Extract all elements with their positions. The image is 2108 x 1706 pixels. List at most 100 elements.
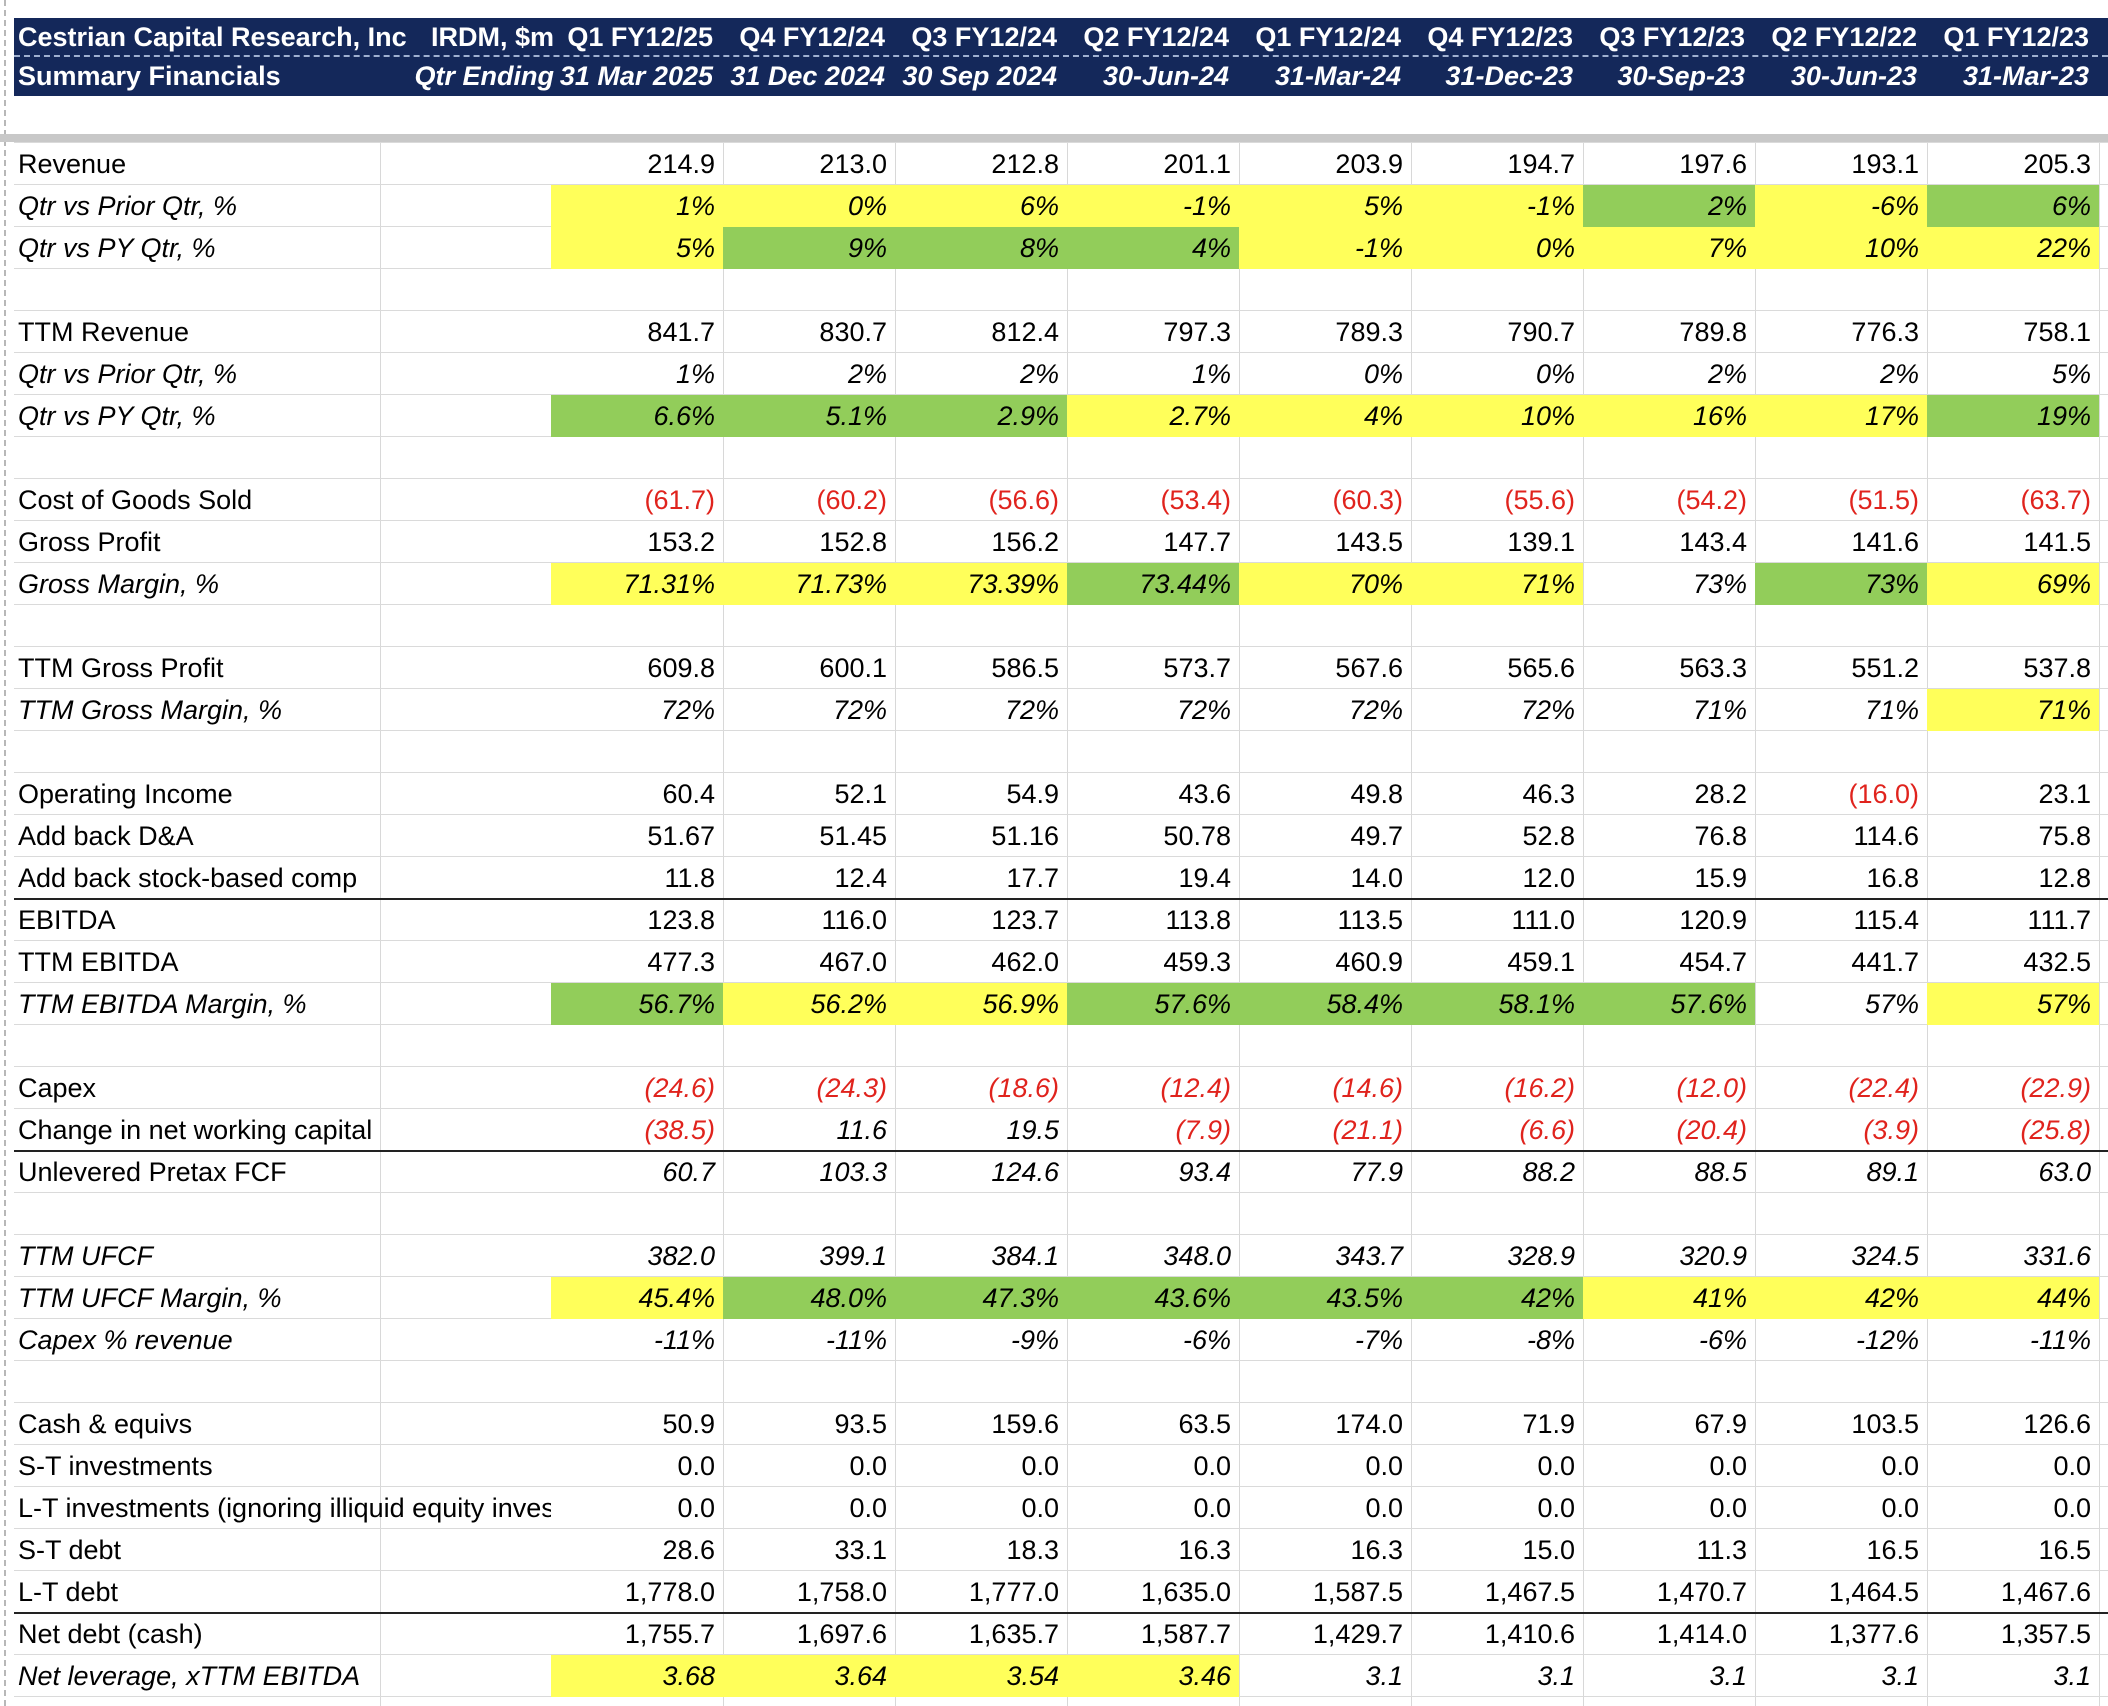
grid-row-line — [14, 1444, 2108, 1445]
value-cell: 1,470.7 — [1656, 1577, 1747, 1607]
value-cell: (61.7) — [644, 485, 715, 515]
value-cell: 0% — [723, 185, 895, 227]
grid-row-line — [14, 1528, 2108, 1529]
value-cell: 56.7% — [551, 983, 723, 1025]
grid-row-line — [14, 142, 2108, 143]
grid-row-line — [14, 478, 2108, 479]
value-cell: 156.2 — [991, 527, 1059, 557]
value-cell: 5% — [1239, 185, 1411, 227]
value-cell: 72% — [1520, 695, 1575, 725]
value-cell: 776.3 — [1851, 317, 1919, 347]
value-cell: 57.6% — [1583, 983, 1755, 1025]
value-cell: 5% — [2051, 359, 2091, 389]
value-cell: 5.1% — [723, 395, 895, 437]
value-cell: 28.2 — [1694, 779, 1747, 809]
value-cell: 214.9 — [647, 149, 715, 179]
value-cell: 51.45 — [819, 821, 887, 851]
quarter-header: Q4 FY12/24 — [739, 22, 885, 52]
value-cell: 0.0 — [1021, 1451, 1059, 1481]
value-cell: 152.8 — [819, 527, 887, 557]
value-cell: 841.7 — [647, 317, 715, 347]
table-row: TTM EBITDA 477.3 467.0 462.0 459.3 460.9 459.1… — [0, 941, 2108, 983]
value-cell: 88.2 — [1522, 1157, 1575, 1187]
table-row: TTM EBITDA Margin, % 56.7% 56.2% 56.9% 57.6%… — [0, 983, 2108, 1025]
qtr-ending-label: Qtr Ending — [414, 61, 554, 91]
value-cell: (22.9) — [2020, 1073, 2091, 1103]
value-cell: 3.1 — [1537, 1661, 1575, 1691]
value-cell: 93.4 — [1178, 1157, 1231, 1187]
value-cell: 71.9 — [1522, 1409, 1575, 1439]
value-cell: 399.1 — [819, 1241, 887, 1271]
value-cell: 41% — [1583, 1277, 1755, 1319]
quarter-header: Q2 FY12/22 — [1771, 22, 1917, 52]
value-cell: 103.3 — [819, 1157, 887, 1187]
value-cell: 57% — [1927, 983, 2099, 1025]
value-cell: 2% — [847, 359, 887, 389]
value-cell: 18.3 — [1006, 1535, 1059, 1565]
quarter-header: Q2 FY12/24 — [1083, 22, 1229, 52]
value-cell: -7% — [1354, 1325, 1403, 1355]
date-header: 31-Mar-23 — [1962, 61, 2089, 91]
value-cell: 328.9 — [1507, 1241, 1575, 1271]
value-cell: 0.0 — [1537, 1493, 1575, 1523]
grid-row-line — [14, 730, 2108, 731]
value-cell: 7% — [1583, 227, 1755, 269]
grid-column-line — [1583, 142, 1584, 1706]
value-cell: -11% — [653, 1325, 715, 1355]
row-label: Cost of Goods Sold — [18, 485, 253, 515]
value-cell: (24.3) — [816, 1073, 887, 1103]
value-cell: 11.3 — [1696, 1535, 1747, 1565]
value-cell: 213.0 — [819, 149, 887, 179]
value-cell: 537.8 — [2023, 653, 2091, 683]
quarter-header: Q3 FY12/23 — [1599, 22, 1745, 52]
value-cell: 33.1 — [834, 1535, 887, 1565]
grid-column-line — [723, 142, 724, 1706]
value-cell: 348.0 — [1163, 1241, 1231, 1271]
grid-column-line — [1927, 142, 1928, 1706]
value-cell: (3.9) — [1863, 1115, 1919, 1145]
value-cell: 812.4 — [991, 317, 1059, 347]
value-cell: 88.5 — [1694, 1157, 1747, 1187]
value-cell: (21.1) — [1332, 1115, 1403, 1145]
page-subtitle: Summary Financials — [18, 61, 281, 91]
value-cell: 52.8 — [1522, 821, 1575, 851]
value-cell: 2% — [1879, 359, 1919, 389]
value-cell: 0.0 — [1881, 1493, 1919, 1523]
value-cell: 60.7 — [662, 1157, 715, 1187]
value-cell: 16.5 — [1866, 1535, 1919, 1565]
value-cell: 19.5 — [1006, 1115, 1059, 1145]
value-cell: 343.7 — [1335, 1241, 1403, 1271]
value-cell: 6% — [895, 185, 1067, 227]
value-cell: 8% — [895, 227, 1067, 269]
date-header: 31 Mar 2025 — [559, 61, 713, 91]
row-label: L-T investments (ignoring illiquid equit… — [18, 1493, 551, 1523]
value-cell: 3.46 — [1067, 1655, 1239, 1697]
value-cell: 72% — [660, 695, 715, 725]
value-cell: 212.8 — [991, 149, 1059, 179]
value-cell: 3.68 — [551, 1655, 723, 1697]
date-header: 31 Dec 2024 — [730, 61, 885, 91]
grid-row-line — [14, 940, 2108, 941]
value-cell: 4% — [1239, 395, 1411, 437]
value-cell: 19.4 — [1178, 863, 1231, 893]
value-cell: (20.4) — [1676, 1115, 1747, 1145]
grid-row-line — [14, 394, 2108, 395]
grid-row-line — [14, 646, 2108, 647]
row-label: Operating Income — [18, 779, 233, 809]
row-label: TTM UFCF Margin, % — [18, 1283, 282, 1313]
header-row-2: Summary Financials Qtr Ending 31 Mar 202… — [14, 56, 2108, 96]
value-cell: 16.8 — [1866, 863, 1919, 893]
value-cell: 71% — [1927, 689, 2099, 731]
value-cell: 0% — [1535, 359, 1575, 389]
value-cell: -6% — [1755, 185, 1927, 227]
value-cell: 17.7 — [1006, 863, 1059, 893]
grid-column-line — [1755, 142, 1756, 1706]
value-cell: 1% — [551, 185, 723, 227]
row-label: Qtr vs Prior Qtr, % — [18, 359, 238, 389]
value-cell: 1,755.7 — [624, 1619, 715, 1649]
value-cell: 143.5 — [1335, 527, 1403, 557]
row-label: Net leverage, xTTM EBITDA — [18, 1661, 361, 1691]
value-cell: (63.7) — [2020, 485, 2091, 515]
value-cell: 103.5 — [1851, 1409, 1919, 1439]
quarter-header: Q1 FY12/24 — [1255, 22, 1401, 52]
